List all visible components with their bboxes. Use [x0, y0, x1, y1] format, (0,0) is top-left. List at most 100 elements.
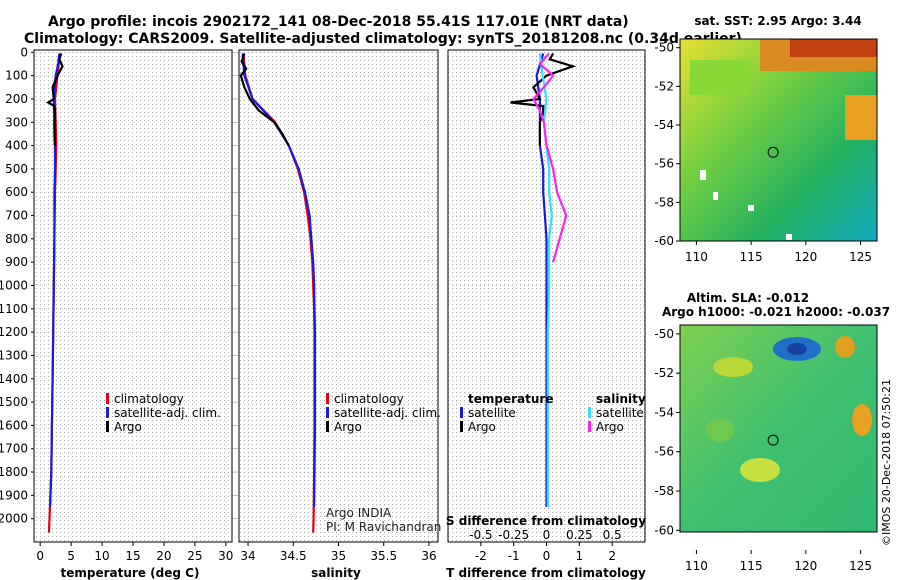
depth-tick-label: 1600 [0, 418, 28, 432]
depth-tick-label: 0 [20, 45, 28, 59]
temperature-xtick-label: 25 [187, 549, 202, 563]
depth-tick-label: 2000 [0, 512, 28, 526]
difference-xtick-label: -1 [508, 549, 520, 563]
salinity-series-satellite-adj-clim- [241, 53, 317, 508]
depth-tick-label: 1900 [0, 488, 28, 502]
difference-series-salinity-satellite [538, 53, 553, 507]
difference-series-temperature-argo [510, 52, 577, 146]
salinity-xlabel: salinity [311, 566, 361, 580]
sla-ticks-lat-label: -54 [654, 405, 674, 419]
temperature-xtick-label: 30 [218, 549, 233, 563]
salinity-panel: 34 34.5 35 35.5 36 salinity climatology sate… [238, 49, 441, 580]
depth-tick-label: 500 [5, 162, 28, 176]
salinity-legend-argo: Argo [334, 420, 362, 434]
depth-tick-label: 1700 [0, 442, 28, 456]
difference-salinity-xtick-label: 0.25 [566, 528, 593, 542]
depth-tick-label: 1000 [0, 279, 28, 293]
difference-legend-sal-satellite: satellite [596, 406, 644, 420]
sla-ticks-lat-label: -58 [654, 484, 674, 498]
sla-ticks-lon-label: 115 [740, 559, 763, 573]
salinity-xtick-label: 36 [421, 549, 436, 563]
sla-float-location-marker [767, 434, 779, 446]
figure-title-line1: Argo profile: incois 2902172_141 08-Dec-… [48, 14, 629, 30]
difference-series-salinity-argo [532, 52, 568, 263]
difference-salinity-xtick-label: 0 [543, 528, 551, 542]
sst-ticks-lat-label: -54 [654, 118, 674, 132]
sst-ticks-lat-label: -50 [654, 41, 674, 55]
difference-salinity-xtick-label: -0.5 [469, 528, 492, 542]
temperature-xtick-label: 5 [67, 549, 75, 563]
sst-ticks-lon-label: 125 [849, 250, 872, 264]
salinity-xtick-label: 34 [240, 549, 255, 563]
difference-xlabel-temperature: T difference from climatology [446, 566, 646, 580]
difference-legend-temp-argo: Argo [468, 420, 496, 434]
salinity-xtick-label: 34.5 [280, 549, 307, 563]
depth-tick-label: 900 [5, 255, 28, 269]
credit-program: Argo INDIA [326, 506, 392, 520]
salinity-xtick-label: 35 [331, 549, 346, 563]
sst-ticks-lat-label: -56 [654, 157, 674, 171]
depth-tick-label: 200 [5, 92, 28, 106]
salinity-legend: climatology satellite-adj. clim. Argo [326, 392, 441, 434]
salinity-legend-climatology: climatology [334, 392, 404, 406]
salinity-xtick-label: 35.5 [370, 549, 397, 563]
difference-panel: -2 -1 0 1 2 -0.5 -0.25 0 0.25 0.5 T difference fr… [446, 49, 646, 580]
sla-ticks-lat-label: -52 [654, 366, 674, 380]
depth-axis: 0 100 200 300 400 500 600 700 800 900 1000 1100 1200… [0, 45, 239, 526]
temperature-xtick-label: 20 [156, 549, 171, 563]
salinity-legend-satellite: satellite-adj. clim. [334, 406, 441, 420]
sst-float-location-marker [767, 146, 779, 158]
depth-tick-label: 300 [5, 115, 28, 129]
temperature-xlabel: temperature (deg C) [61, 566, 200, 580]
depth-tick-label: 700 [5, 209, 28, 223]
sla-ticks-lat-label: -60 [654, 523, 674, 537]
difference-legend-temperature-header: temperature [468, 392, 553, 406]
temperature-legend-climatology: climatology [114, 392, 184, 406]
temperature-legend-satellite: satellite-adj. clim. [114, 406, 221, 420]
sla-ticks-lon-label: 110 [685, 559, 708, 573]
difference-xtick-label: -2 [475, 549, 487, 563]
sst-ticks-lon-label: 115 [740, 250, 763, 264]
sst-map-title: sat. SST: 2.95 Argo: 3.44 [694, 14, 861, 28]
depth-tick-label: 1100 [0, 302, 28, 316]
sla-ticks-lon-label: 125 [849, 559, 872, 573]
depth-tick-label: 100 [5, 69, 28, 83]
temperature-series-argo [46, 53, 64, 146]
difference-xtick-label: 2 [608, 549, 616, 563]
sla-map-title: Altim. SLA: -0.012 [687, 291, 809, 305]
depth-tick-label: 1200 [0, 325, 28, 339]
depth-tick-label: 1300 [0, 348, 28, 362]
temperature-legend: climatology satellite-adj. clim. Argo [106, 392, 221, 434]
depth-tick-label: 1800 [0, 465, 28, 479]
temperature-xtick-label: 10 [94, 549, 109, 563]
temperature-xtick-label: 0 [36, 549, 44, 563]
depth-tick-label: 800 [5, 232, 28, 246]
credit-pi: PI: M Ravichandran [326, 520, 441, 534]
sst-ticks-lat-label: -52 [654, 79, 674, 93]
difference-xtick-label: 1 [576, 549, 584, 563]
difference-legend-temp-satellite: satellite [468, 406, 516, 420]
imos-watermark: ©IMOS 20-Dec-2018 07:50:21 [880, 379, 893, 546]
depth-tick-label: 400 [5, 139, 28, 153]
sst-ticks-lon-label: 120 [794, 250, 817, 264]
difference-legend-salinity-header: salinity [596, 392, 646, 406]
sst-ticks-lat-label: -58 [654, 195, 674, 209]
temperature-xtick-label: 15 [125, 549, 140, 563]
difference-xtick-label: 0 [543, 549, 551, 563]
difference-legend-sal-argo: Argo [596, 420, 624, 434]
depth-tick-label: 600 [5, 185, 28, 199]
sst-ticks-lon-label: 110 [685, 250, 708, 264]
difference-salinity-xtick-label: -0.25 [498, 528, 529, 542]
sla-map: Altim. SLA: -0.012 Argo h1000: -0.021 h2… [654, 291, 890, 573]
sla-ticks-lat-label: -50 [654, 327, 674, 341]
temperature-panel: 0 5 10 15 20 25 30 temperature (deg C) climato… [33, 49, 233, 580]
sla-ticks-lon-label: 120 [794, 559, 817, 573]
difference-legend: temperature salinity satellite Argo sate… [460, 392, 646, 434]
temperature-legend-argo: Argo [114, 420, 142, 434]
difference-salinity-xtick-label: 0.5 [603, 528, 622, 542]
sst-map: sat. SST: 2.95 Argo: 3.44 110 115 120 125 -5… [654, 14, 878, 264]
difference-xlabel-salinity: S difference from climatology [446, 514, 646, 528]
sla-map-subtitle: Argo h1000: -0.021 h2000: -0.037 [662, 305, 890, 319]
figure-title-line2: Climatology: CARS2009. Satellite-adjuste… [24, 31, 742, 47]
